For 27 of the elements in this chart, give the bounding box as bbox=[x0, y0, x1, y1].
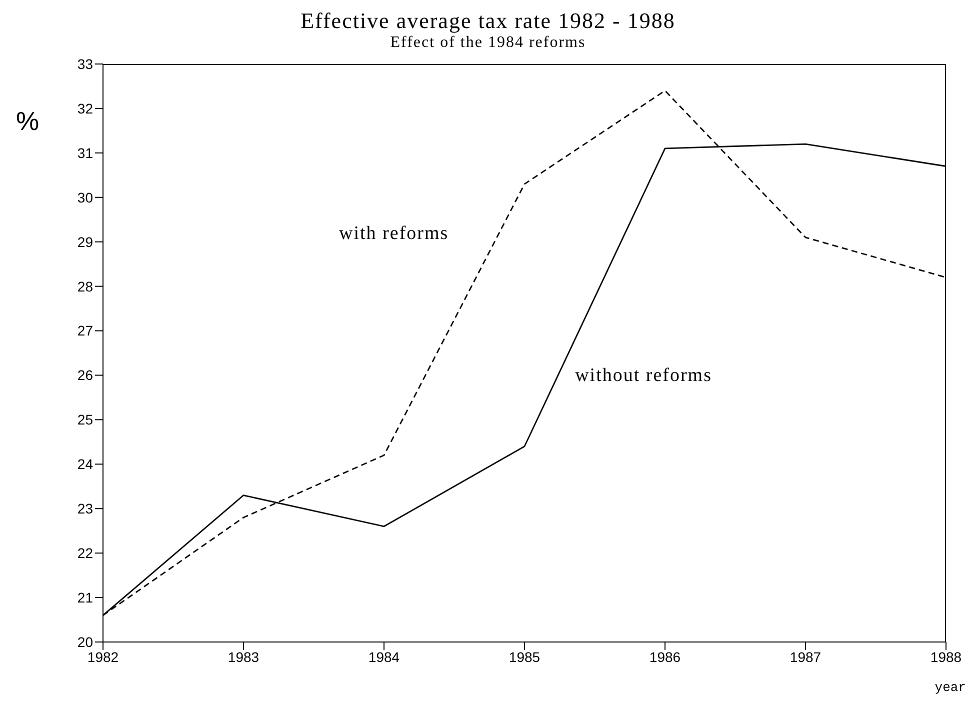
y-tick-label: 25 bbox=[77, 412, 94, 428]
y-tick-label: 29 bbox=[77, 234, 94, 250]
x-tick-label: 1985 bbox=[508, 648, 540, 665]
x-axis-title: year bbox=[934, 680, 967, 695]
y-tick-label: 27 bbox=[77, 322, 94, 339]
y-tick-label: 31 bbox=[77, 144, 94, 161]
y-tick-label: 33 bbox=[77, 56, 94, 72]
x-tick-label: 1988 bbox=[930, 648, 962, 665]
y-tick-label: 24 bbox=[77, 456, 94, 472]
chart-subtitle: Effect of the 1984 reforms bbox=[389, 34, 587, 52]
y-tick-label: 20 bbox=[77, 634, 94, 650]
x-tick-label: 1982 bbox=[87, 648, 119, 665]
y-tick-label: 28 bbox=[77, 278, 94, 294]
y-tick-label: 23 bbox=[77, 500, 94, 517]
x-tick-label: 1986 bbox=[649, 648, 681, 665]
text: with reforms bbox=[339, 223, 449, 246]
x-tick-label: 1984 bbox=[368, 648, 400, 665]
series-label: without reforms bbox=[575, 364, 712, 387]
y-tick-label: 32 bbox=[77, 100, 94, 116]
y-tick-label: 22 bbox=[77, 545, 94, 562]
y-axis-title: % bbox=[16, 106, 40, 137]
y-tick-label: 26 bbox=[77, 367, 94, 384]
x-tick-label: 1987 bbox=[790, 648, 822, 665]
chart-title: Effective average tax rate 1982 - 1988 bbox=[300, 8, 676, 34]
y-tick-label: 21 bbox=[77, 590, 94, 606]
y-tick-label: 30 bbox=[77, 189, 94, 206]
x-tick-label: 1983 bbox=[228, 648, 260, 665]
